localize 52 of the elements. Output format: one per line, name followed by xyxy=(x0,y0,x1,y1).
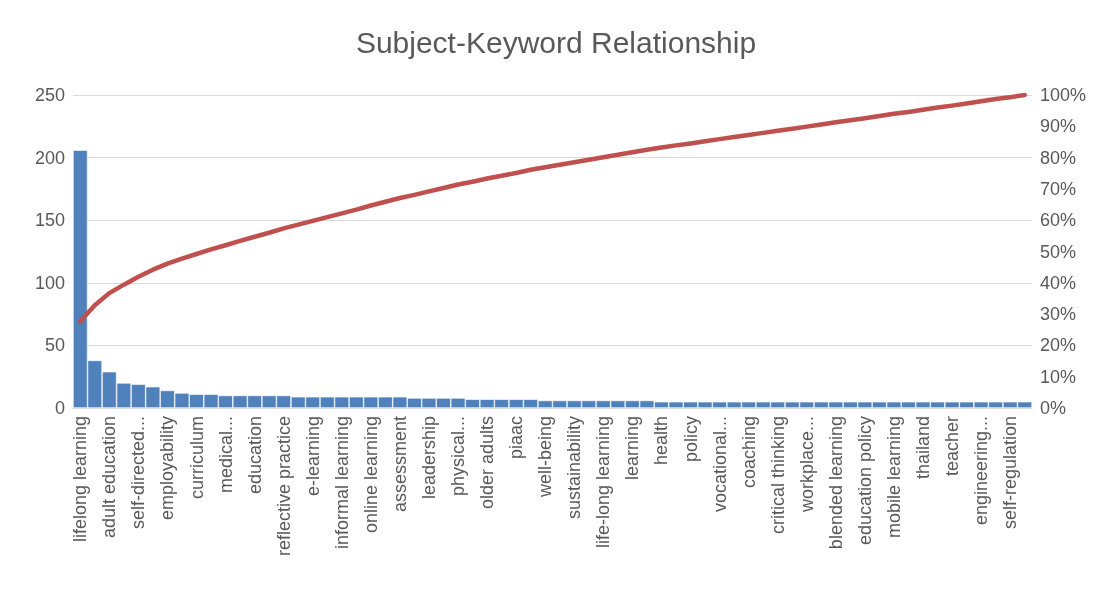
x-tick-label: e-learning xyxy=(302,416,323,497)
x-tick-label: employability xyxy=(157,416,178,521)
x-tick-label: education policy xyxy=(854,416,875,546)
y2-tick-label: 50% xyxy=(1040,241,1077,262)
x-tick-label: physical... xyxy=(448,416,469,497)
x-tick-label: thailand xyxy=(913,416,934,480)
x-tick-label: blended learning xyxy=(825,416,846,550)
x-tick-label: lifelong learning xyxy=(70,416,91,543)
x-tick-label: health xyxy=(651,416,672,466)
y2-tick-label: 100% xyxy=(1040,85,1087,105)
x-tick-label: coaching xyxy=(738,416,759,489)
x-tick-label: medical... xyxy=(215,416,236,494)
y2-tick-label: 80% xyxy=(1040,147,1077,168)
x-tick-label: reflective practice xyxy=(273,416,294,557)
x-tick-label: informal learning xyxy=(331,416,352,550)
x-tick-label: piaac xyxy=(506,416,527,460)
y2-tick-label: 60% xyxy=(1040,210,1077,231)
y-tick-label: 250 xyxy=(34,85,65,105)
y2-tick-label: 0% xyxy=(1040,398,1067,418)
y-tick-label: 0 xyxy=(54,398,65,418)
x-tick-label: critical thinking xyxy=(767,416,788,535)
x-tick-label: leadership xyxy=(418,416,439,500)
x-tick-label: workplace... xyxy=(796,416,817,514)
x-tick-label: online learning xyxy=(360,416,381,534)
x-tick-label: education xyxy=(244,416,265,495)
y-tick-label: 200 xyxy=(34,147,65,168)
x-tick-label: life-long learning xyxy=(593,416,614,549)
x-tick-label: curriculum xyxy=(186,416,207,500)
y2-tick-label: 30% xyxy=(1040,304,1077,325)
x-tick-label: learning xyxy=(622,416,643,481)
y2-tick-label: 90% xyxy=(1040,116,1077,137)
x-tick-label: self-directed... xyxy=(128,416,149,530)
chart-title: Subject-Keyword Relationship xyxy=(355,25,757,59)
line-series xyxy=(78,92,1027,324)
y2-tick-label: 70% xyxy=(1040,178,1077,199)
y-tick-label: 150 xyxy=(34,210,65,231)
x-tick-label: vocational... xyxy=(709,416,730,513)
x-tick-label: teacher xyxy=(942,416,963,477)
x-tick-label: engineering... xyxy=(971,416,992,526)
x-tick-label: policy xyxy=(680,416,701,463)
y2-tick-label: 20% xyxy=(1040,335,1077,356)
x-tick-label: mobile learning xyxy=(883,416,904,539)
x-tick-label: self-regulation xyxy=(1000,416,1021,530)
y2-tick-label: 10% xyxy=(1040,366,1077,387)
y2-tick-label: 40% xyxy=(1040,272,1077,293)
x-tick-label: older adults xyxy=(477,416,498,510)
x-tick-label: well-being xyxy=(535,416,556,499)
y-tick-label: 50 xyxy=(44,335,65,356)
x-tick-label: sustainability xyxy=(564,416,585,520)
x-tick-label: adult education xyxy=(99,416,120,539)
y-tick-label: 100 xyxy=(34,272,65,293)
x-tick-label: assessment xyxy=(389,416,410,513)
